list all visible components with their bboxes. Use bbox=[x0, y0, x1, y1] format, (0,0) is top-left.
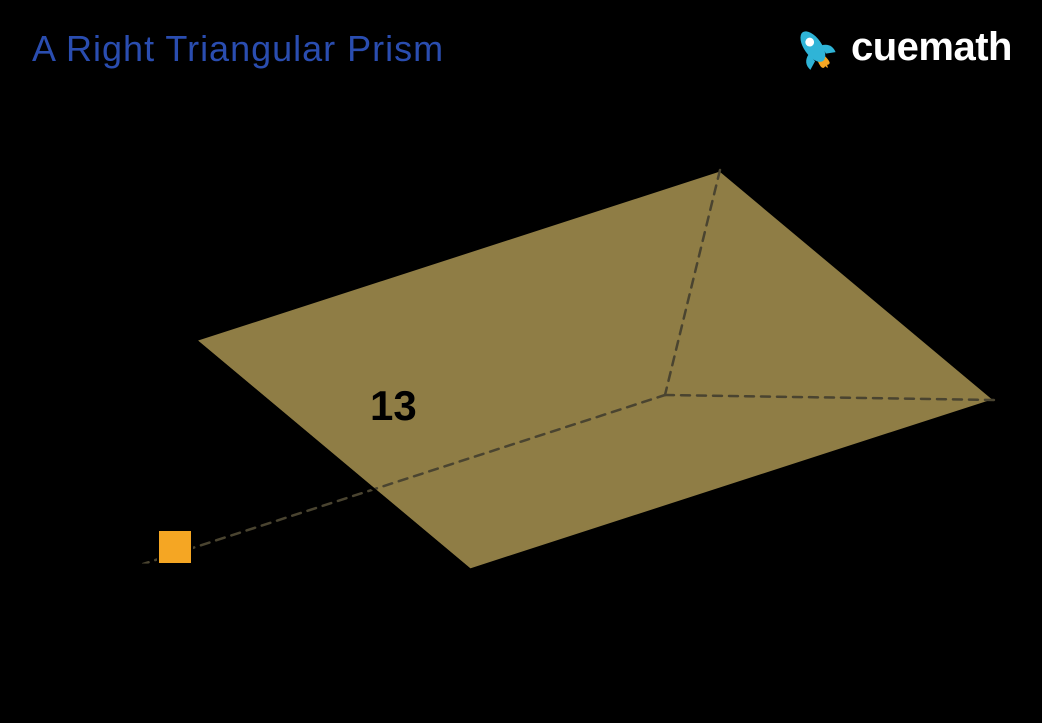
prism-diagram: 13 bbox=[0, 0, 1042, 723]
right-angle-marker bbox=[158, 530, 192, 564]
prism-edge-solid bbox=[140, 565, 470, 570]
prism-top-face bbox=[195, 170, 995, 570]
hypotenuse-label: 13 bbox=[370, 382, 417, 429]
